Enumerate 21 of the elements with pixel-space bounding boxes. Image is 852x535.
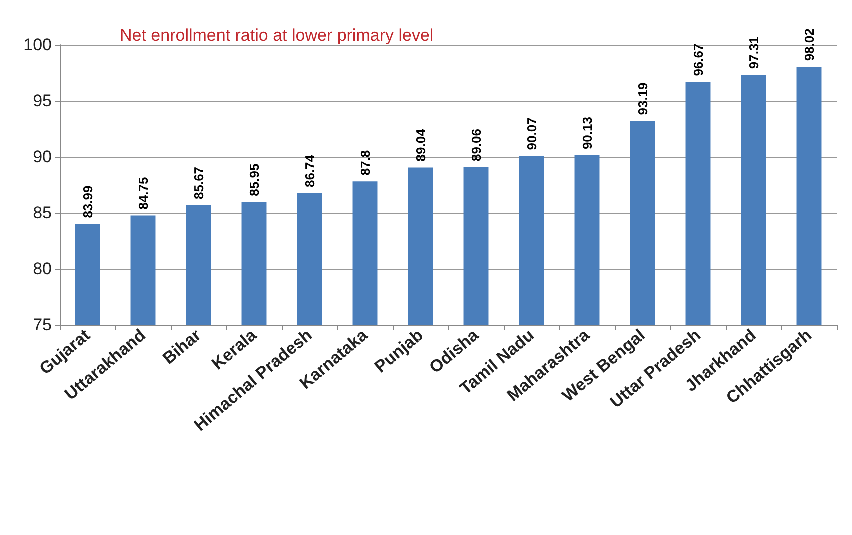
data-label: 93.19 bbox=[635, 82, 650, 116]
data-label: 97.31 bbox=[746, 36, 762, 70]
data-label: 85.95 bbox=[246, 164, 262, 196]
data-label: 96.67 bbox=[690, 44, 706, 76]
data-label: 90.07 bbox=[524, 118, 540, 150]
data-label: 86.74 bbox=[302, 154, 318, 188]
y-tick-label: 75 bbox=[33, 316, 52, 334]
data-label: 85.67 bbox=[191, 166, 206, 200]
data-label: 89.06 bbox=[468, 128, 484, 162]
chart-title: Net enrollment ratio at lower primary level bbox=[120, 26, 434, 45]
data-label: 87.8 bbox=[358, 150, 373, 176]
y-tick-label: 80 bbox=[33, 260, 52, 278]
y-tick-label: 100 bbox=[24, 36, 52, 54]
data-label: 89.04 bbox=[413, 128, 428, 162]
data-label: 90.13 bbox=[580, 116, 595, 150]
data-label: 98.02 bbox=[802, 28, 817, 62]
data-label: 84.75 bbox=[136, 177, 151, 210]
y-tick-label: 85 bbox=[33, 204, 52, 222]
y-tick-label: 90 bbox=[33, 148, 52, 166]
data-label: 83.99 bbox=[80, 186, 96, 218]
y-tick-label: 95 bbox=[33, 92, 52, 110]
